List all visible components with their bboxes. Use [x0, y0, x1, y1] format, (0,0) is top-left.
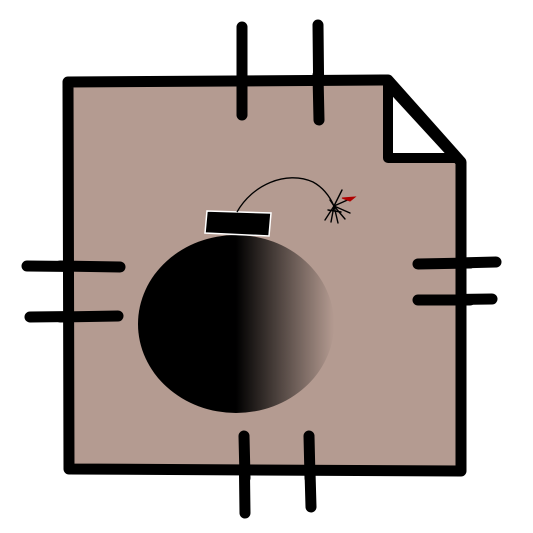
fuse [236, 177, 335, 213]
connector-pins-front [54, 69, 476, 484]
spark-accent [341, 196, 357, 202]
spark [324, 189, 357, 224]
folded-corner [383, 79, 461, 163]
pin-left-upper-front [54, 260, 126, 273]
pin-left-lower-front [54, 310, 124, 323]
pin-top-right-front [312, 69, 325, 126]
pin-bottom-right-front [303, 430, 316, 484]
bomb-cap [204, 210, 272, 237]
bomb [138, 177, 335, 413]
bomb-body [138, 235, 334, 413]
pin-right-upper-front [412, 257, 476, 270]
pin-bottom-left-front [238, 430, 251, 484]
